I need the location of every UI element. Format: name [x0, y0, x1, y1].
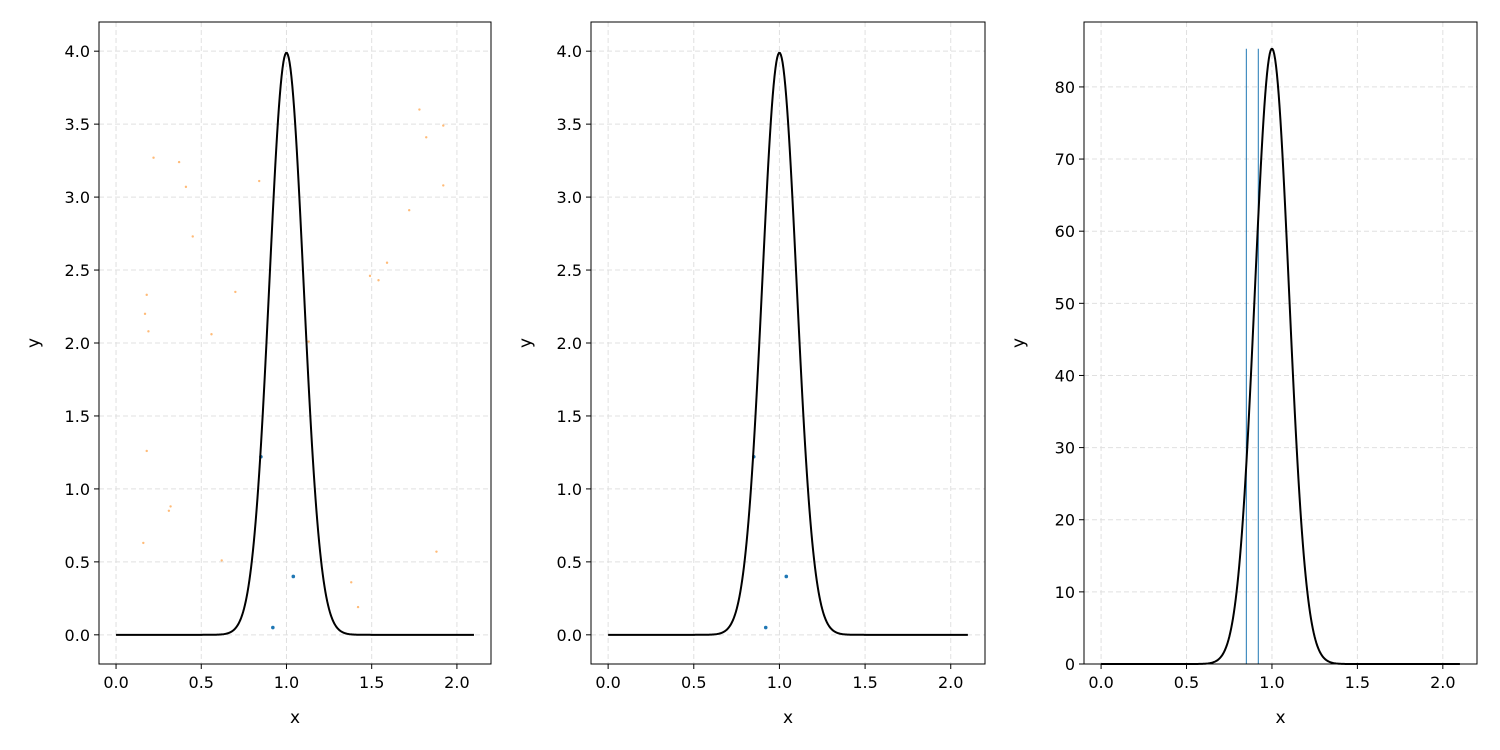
y-tick-label: 0 — [1065, 655, 1075, 674]
y-axis-label: y — [1009, 338, 1029, 348]
subplot-3: 0.0 0.5 1.0 1.5 2.0 0 10 20 30 40 50 60 70 80 x y — [1009, 21, 1478, 728]
scatter-point — [258, 179, 261, 183]
x-tick-label: 1.0 — [1259, 673, 1284, 692]
y-tick-label: 10 — [1055, 583, 1075, 602]
y-tick-label: 2.5 — [65, 261, 90, 280]
y-tick-label: 0.0 — [65, 626, 90, 645]
y-tick-label: 20 — [1055, 511, 1075, 530]
y-tick-label: 50 — [1055, 294, 1075, 313]
scatter-point — [167, 509, 171, 512]
y-tick-label: 4.0 — [65, 42, 90, 61]
scatter-point — [147, 330, 150, 333]
x-tick-label: 2.0 — [1430, 673, 1455, 692]
axes-frame — [1083, 21, 1478, 665]
scatter-point — [385, 261, 389, 264]
x-tick-label: 1.0 — [274, 673, 299, 692]
y-tick-label: 0.5 — [557, 553, 582, 572]
scatter-point — [143, 312, 147, 316]
scatter-point — [784, 574, 789, 579]
x-axis-label: x — [1275, 708, 1285, 728]
y-tick-label: 70 — [1055, 150, 1075, 169]
y-tick-label: 3.0 — [65, 188, 90, 207]
y-tick-label: 3.0 — [557, 188, 582, 207]
scatter-point — [291, 574, 296, 579]
y-tick-label: 80 — [1055, 78, 1075, 97]
x-tick-label: 0.0 — [103, 673, 128, 692]
y-tick-label: 60 — [1055, 222, 1075, 241]
x-tick-label: 0.0 — [595, 673, 620, 692]
y-tick-label: 1.5 — [65, 407, 90, 426]
y-tick-label: 2.0 — [557, 334, 582, 353]
y-tick-label: 3.5 — [65, 115, 90, 134]
y-tick-label: 1.0 — [557, 480, 582, 499]
scatter-point — [177, 160, 181, 164]
y-axis-label: y — [516, 338, 536, 348]
y-axis-label: y — [24, 338, 44, 348]
y-tick-label: 2.5 — [557, 261, 582, 280]
scatter-point — [220, 559, 223, 562]
subplot-1: 0.0 0.5 1.0 1.5 2.0 0.0 0.5 1.0 1.5 2.0 2.5 3.0 3.5 4… — [24, 21, 492, 728]
y-tick-label: 1.5 — [557, 407, 582, 426]
x-tick-label: 0.5 — [681, 673, 706, 692]
x-tick-label: 2.0 — [444, 673, 469, 692]
x-tick-label: 1.5 — [1345, 673, 1370, 692]
scatter-point — [435, 550, 438, 553]
subplot-2: 0.0 0.5 1.0 1.5 2.0 0.0 0.5 1.0 1.5 2.0 2.5 3.0 3.5 4… — [516, 21, 986, 728]
scatter-point — [142, 541, 145, 545]
x-tick-label: 0.5 — [1174, 673, 1199, 692]
scatter-point — [234, 290, 237, 294]
x-tick-label: 1.0 — [767, 673, 792, 692]
curve-line — [1101, 47, 1460, 665]
x-tick-label: 0.0 — [1088, 673, 1113, 692]
scatter-point — [210, 333, 213, 336]
x-axis-label: x — [290, 708, 300, 728]
x-tick-label: 0.5 — [189, 673, 214, 692]
scatter-point — [152, 156, 155, 159]
scatter-point — [145, 293, 148, 297]
scatter-point — [418, 108, 421, 111]
curve-line — [116, 51, 474, 636]
y-tick-label: 4.0 — [557, 42, 582, 61]
x-axis-label: x — [783, 708, 793, 728]
scatter-point — [307, 340, 310, 343]
scatter-point — [442, 184, 445, 187]
scatter-point — [191, 235, 194, 238]
scatter-point — [145, 449, 148, 453]
y-tick-label: 40 — [1055, 366, 1075, 385]
scatter-point — [425, 136, 428, 139]
scatter-point — [407, 209, 411, 212]
y-tick-label: 0.0 — [557, 626, 582, 645]
scatter-point — [368, 274, 372, 278]
scatter-point — [356, 605, 360, 609]
y-tick-label: 1.0 — [65, 480, 90, 499]
scatter-point — [763, 625, 768, 630]
x-tick-label: 1.5 — [852, 673, 877, 692]
scatter-point — [271, 625, 275, 630]
scatter-point — [350, 581, 353, 584]
curve-line — [608, 51, 968, 636]
scatter-point — [377, 279, 380, 282]
y-tick-label: 30 — [1055, 439, 1075, 458]
x-tick-label: 2.0 — [938, 673, 963, 692]
y-tick-label: 3.5 — [557, 115, 582, 134]
scatter-point — [442, 124, 445, 127]
scatter-point — [184, 185, 188, 189]
scatter-point — [169, 505, 172, 508]
x-tick-label: 1.5 — [359, 673, 384, 692]
y-tick-label: 2.0 — [65, 334, 90, 353]
y-tick-label: 0.5 — [65, 553, 90, 572]
